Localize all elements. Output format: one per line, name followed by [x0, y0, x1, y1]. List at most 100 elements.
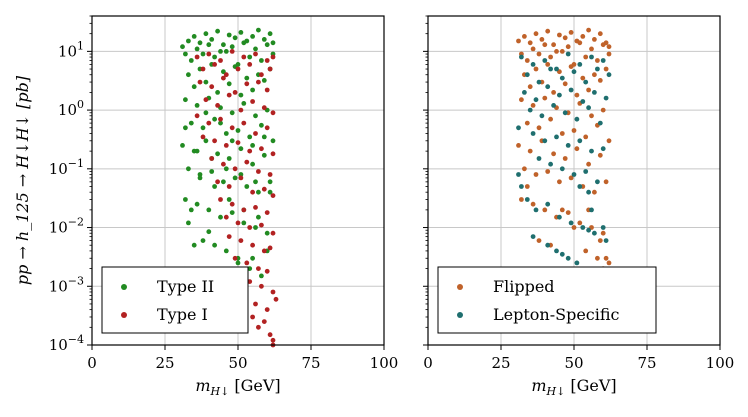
data-point — [221, 161, 226, 167]
data-point — [583, 54, 589, 60]
data-point — [597, 120, 603, 126]
data-point — [212, 184, 218, 189]
data-point — [238, 146, 244, 152]
data-point — [554, 134, 559, 140]
data-point — [565, 44, 571, 50]
x-tick-label: 0 — [87, 354, 97, 372]
data-point — [244, 184, 250, 189]
data-point — [264, 125, 270, 131]
data-point — [261, 248, 267, 254]
x-axis-label: mH↓ [GeV] — [195, 376, 280, 398]
data-point — [194, 103, 200, 108]
data-point — [595, 58, 600, 63]
data-point — [256, 79, 261, 85]
data-point — [183, 125, 188, 131]
data-point — [241, 120, 247, 126]
data-point — [186, 166, 191, 172]
data-point — [589, 113, 594, 119]
data-point — [270, 337, 276, 343]
data-point — [568, 64, 574, 69]
data-point — [261, 186, 267, 192]
data-point — [183, 51, 188, 57]
data-point — [215, 179, 221, 185]
data-point — [215, 103, 221, 108]
data-point — [247, 148, 253, 154]
data-point — [524, 72, 530, 78]
data-point — [188, 207, 194, 213]
data-point — [595, 179, 600, 185]
data-point — [253, 301, 258, 307]
data-point — [548, 116, 553, 122]
data-point — [562, 35, 568, 41]
data-point — [238, 238, 244, 244]
data-point — [264, 58, 270, 63]
data-point — [235, 128, 241, 133]
data-point — [250, 34, 256, 39]
data-point — [229, 125, 235, 131]
data-point — [586, 227, 591, 233]
data-point — [270, 138, 276, 144]
data-point — [218, 120, 223, 126]
data-point — [533, 31, 539, 37]
y-tick-label: 10−1 — [49, 157, 84, 178]
data-point — [223, 166, 229, 172]
data-point — [542, 207, 548, 213]
data-point — [200, 125, 206, 131]
data-point — [215, 28, 221, 34]
data-point — [568, 30, 574, 35]
data-point — [206, 229, 212, 235]
data-point — [542, 42, 548, 48]
data-point — [577, 184, 583, 189]
data-point — [259, 72, 264, 78]
data-point — [524, 58, 530, 63]
data-point — [273, 296, 279, 302]
data-point — [548, 66, 553, 72]
legend-box — [101, 266, 249, 334]
data-point — [197, 40, 203, 46]
data-point — [562, 156, 568, 161]
data-point — [554, 49, 559, 54]
data-point — [256, 27, 261, 33]
data-point — [250, 143, 256, 148]
data-point — [209, 84, 215, 90]
data-point — [533, 66, 539, 72]
data-point — [200, 51, 206, 57]
y-axis-label: pp → h_125 → H↓H↓ [pb] — [13, 75, 32, 285]
data-point — [577, 62, 583, 67]
data-point — [559, 207, 565, 213]
data-point — [519, 54, 524, 60]
data-point — [592, 90, 597, 95]
data-point — [235, 260, 241, 266]
data-point — [583, 248, 589, 254]
data-point — [536, 79, 542, 85]
series-flipped — [516, 27, 612, 279]
data-point — [600, 42, 606, 48]
legend-label: Flipped — [493, 277, 555, 296]
data-point — [235, 140, 241, 146]
data-point — [206, 42, 212, 48]
data-point — [557, 92, 562, 98]
data-point — [206, 120, 212, 126]
x-tick-label: 100 — [370, 354, 399, 372]
data-point — [583, 79, 589, 85]
data-point — [606, 51, 612, 57]
data-point — [527, 40, 533, 46]
data-point — [250, 242, 256, 248]
x-axis-label: mH↓ [GeV] — [531, 376, 616, 398]
data-point — [592, 230, 597, 236]
data-point — [259, 283, 264, 289]
data-point — [212, 62, 218, 67]
data-point — [256, 189, 261, 195]
data-point — [194, 148, 200, 154]
data-point — [223, 49, 229, 54]
data-point — [539, 113, 545, 119]
data-point — [200, 238, 206, 244]
data-point — [223, 248, 229, 254]
data-point — [527, 148, 533, 154]
data-point — [548, 161, 553, 167]
data-point — [180, 44, 185, 50]
data-point — [203, 79, 209, 85]
data-point — [565, 51, 571, 57]
legend-marker — [457, 312, 463, 318]
data-point — [554, 66, 559, 72]
